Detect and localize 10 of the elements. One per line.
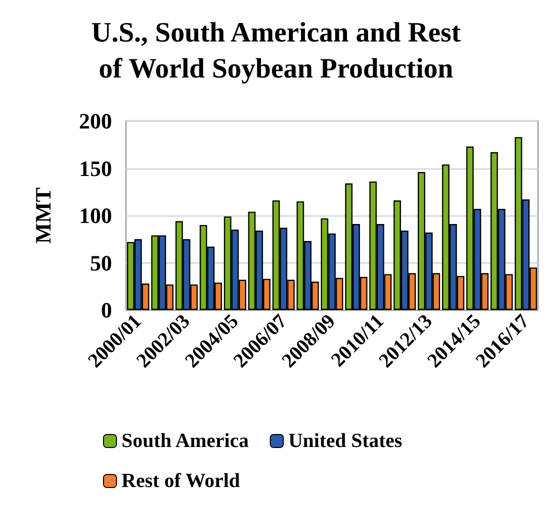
y-tick-label: 150 [79, 156, 112, 181]
y-tick-label: 0 [101, 298, 112, 322]
y-axis-title: MMT [30, 187, 56, 244]
y-tick-label: 50 [90, 250, 112, 276]
y-tick-label: 100 [79, 203, 112, 228]
legend-label: Rest of World [122, 470, 240, 492]
legend-label: South America [122, 430, 249, 452]
chart-title: U.S., South American and Rest of World Soybean Production [91, 18, 462, 84]
legend-label: United States [288, 430, 402, 452]
y-tick-label: 200 [79, 108, 112, 134]
